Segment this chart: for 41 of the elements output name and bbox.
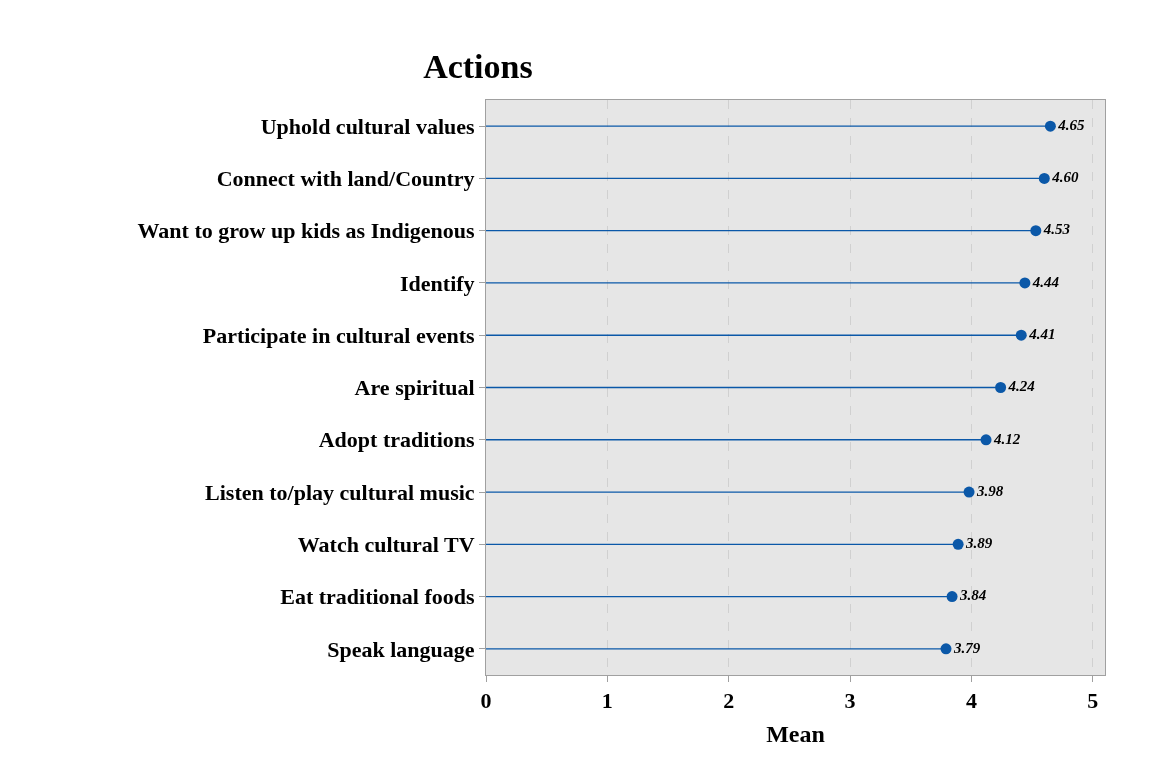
data-label: 4.12 (992, 430, 1021, 447)
data-label: 4.44 (1031, 273, 1060, 290)
data-label: 3.84 (958, 587, 987, 604)
y-tick-label: Identify (400, 270, 475, 296)
data-label: 4.24 (1007, 378, 1036, 395)
data-label: 4.60 (1051, 169, 1079, 186)
y-tick-label: Participate in cultural events (202, 322, 476, 348)
y-tick-label: Listen to/play cultural music (205, 479, 475, 505)
data-label: 4.41 (1028, 325, 1056, 342)
y-tick-label: Connect with land/Country (216, 166, 475, 192)
point (940, 643, 952, 655)
data-label: 4.65 (1057, 116, 1086, 133)
point (1038, 172, 1050, 184)
chart-title: Actions (423, 47, 533, 85)
point (946, 591, 958, 603)
point (952, 538, 964, 550)
point (1015, 329, 1027, 341)
data-label: 3.98 (975, 482, 1004, 499)
point (1019, 277, 1031, 289)
y-tick-label: Uphold cultural values (260, 113, 476, 139)
y-tick-label: Speak language (327, 636, 475, 662)
point (995, 382, 1007, 393)
x-tick-label: 5 (1087, 688, 1099, 714)
x-tick-label: 2 (723, 688, 735, 714)
y-tick-label: Are spiritual (354, 375, 475, 401)
point (963, 486, 975, 498)
x-tick-label: 3 (844, 688, 856, 714)
data-label: 4.53 (1042, 221, 1071, 238)
data-label: 3.79 (952, 639, 981, 656)
y-tick-label: Watch cultural TV (297, 532, 475, 558)
y-tick-label: Eat traditional foods (280, 584, 476, 610)
y-tick-label: Want to grow up kids as Indigenous (137, 218, 476, 244)
x-axis-title: Mean (766, 720, 825, 747)
data-label: 3.89 (965, 535, 993, 552)
point (980, 434, 992, 446)
y-tick-label: Adopt traditions (318, 427, 476, 453)
point (1044, 120, 1056, 132)
x-tick-label: 4 (965, 688, 977, 714)
x-tick-label: 0 (480, 688, 492, 714)
x-tick-label: 1 (601, 688, 613, 714)
point (1030, 225, 1042, 237)
